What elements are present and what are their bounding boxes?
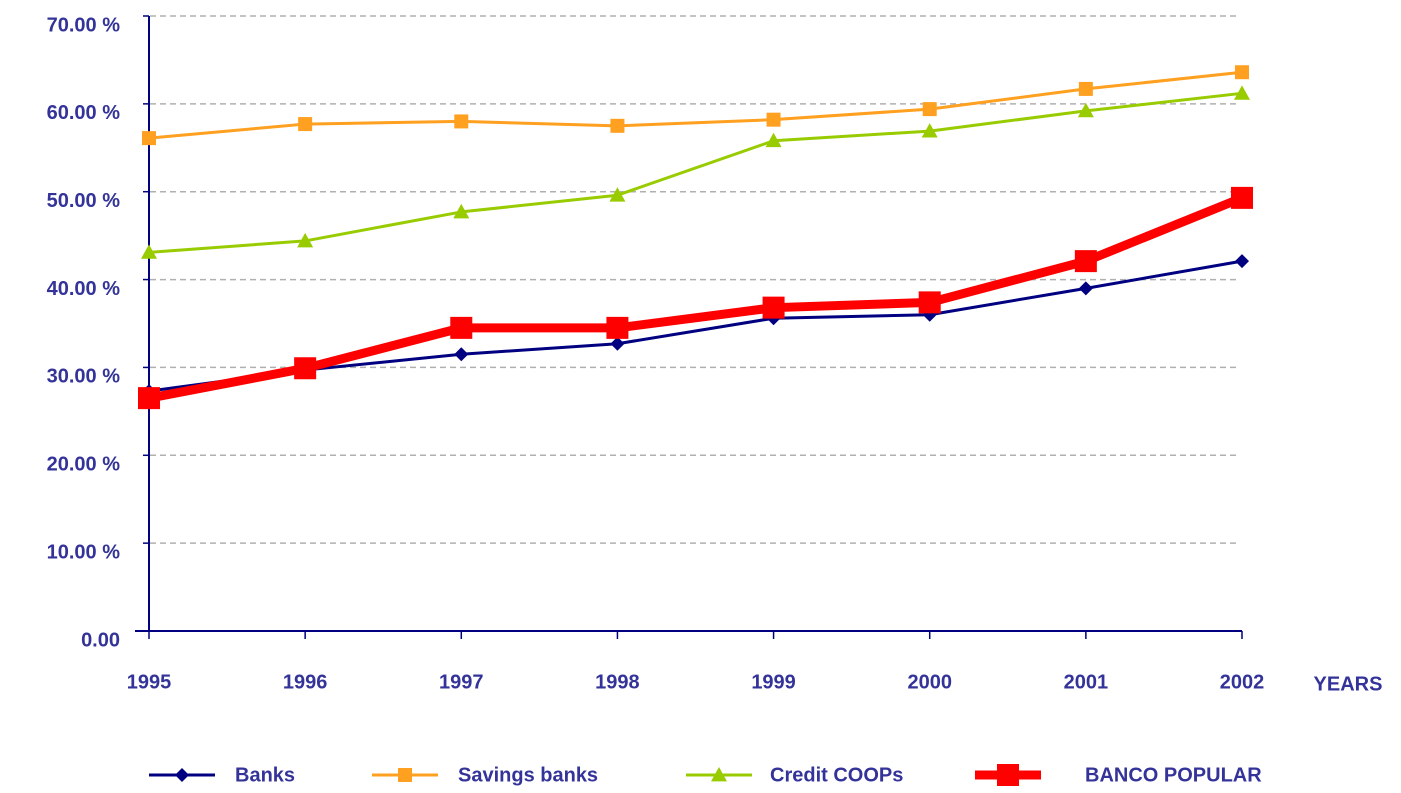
data-point	[450, 316, 473, 339]
data-point	[766, 112, 781, 127]
legend-marker	[997, 764, 1019, 786]
legend-marker	[175, 768, 189, 782]
data-point	[1235, 65, 1249, 80]
x-tick-label: 2000	[907, 671, 952, 693]
y-tick-label: 60.00 %	[47, 102, 121, 124]
data-point	[609, 187, 626, 202]
data-point	[1078, 281, 1093, 296]
data-point	[1077, 102, 1094, 118]
y-tick-label: 20.00 %	[47, 454, 121, 476]
data-point	[1234, 85, 1250, 100]
data-point	[453, 203, 470, 219]
legend-marker	[398, 768, 412, 782]
data-point	[142, 131, 156, 146]
series-line	[148, 70, 1243, 140]
data-point	[762, 296, 785, 319]
data-point	[1235, 254, 1249, 269]
legend-label: Banks	[235, 764, 295, 786]
legend-label: Savings banks	[458, 764, 598, 786]
x-tick-label: 1998	[595, 671, 640, 693]
data-point	[454, 347, 469, 362]
data-point	[765, 132, 782, 148]
x-tick-label: 1996	[283, 671, 328, 693]
data-point	[1074, 250, 1097, 273]
series-line	[148, 259, 1243, 393]
data-point	[922, 102, 937, 117]
x-tick-label: 1997	[439, 671, 484, 693]
data-point	[606, 316, 629, 339]
data-point	[138, 387, 160, 410]
data-point	[610, 336, 625, 351]
data-point	[921, 123, 938, 138]
x-tick-label: 2002	[1220, 671, 1265, 693]
x-tick-label: 1995	[127, 671, 172, 693]
data-point	[141, 244, 157, 259]
legend-label: BANCO POPULAR	[1085, 764, 1262, 786]
data-point	[294, 357, 317, 380]
y-tick-label: 0.00	[81, 629, 120, 651]
y-tick-label: 40.00 %	[47, 278, 121, 300]
data-point	[610, 118, 625, 133]
legend-marker	[711, 767, 727, 782]
legend-label: Credit COOPs	[770, 764, 903, 786]
data-point	[1078, 81, 1093, 96]
y-tick-label: 10.00 %	[47, 541, 121, 563]
data-point	[918, 291, 941, 314]
data-point	[454, 114, 469, 129]
x-tick-label: 2001	[1064, 671, 1109, 693]
data-point	[1231, 186, 1253, 209]
data-point	[297, 232, 314, 248]
x-axis-label: YEARS	[1314, 673, 1383, 695]
series-line	[148, 91, 1243, 254]
y-tick-label: 30.00 %	[47, 366, 121, 388]
y-tick-label: 50.00 %	[47, 190, 121, 212]
data-point	[298, 117, 313, 132]
y-tick-label: 70.00 %	[47, 14, 121, 36]
series-line	[148, 193, 1244, 403]
x-tick-label: 1999	[751, 671, 796, 693]
